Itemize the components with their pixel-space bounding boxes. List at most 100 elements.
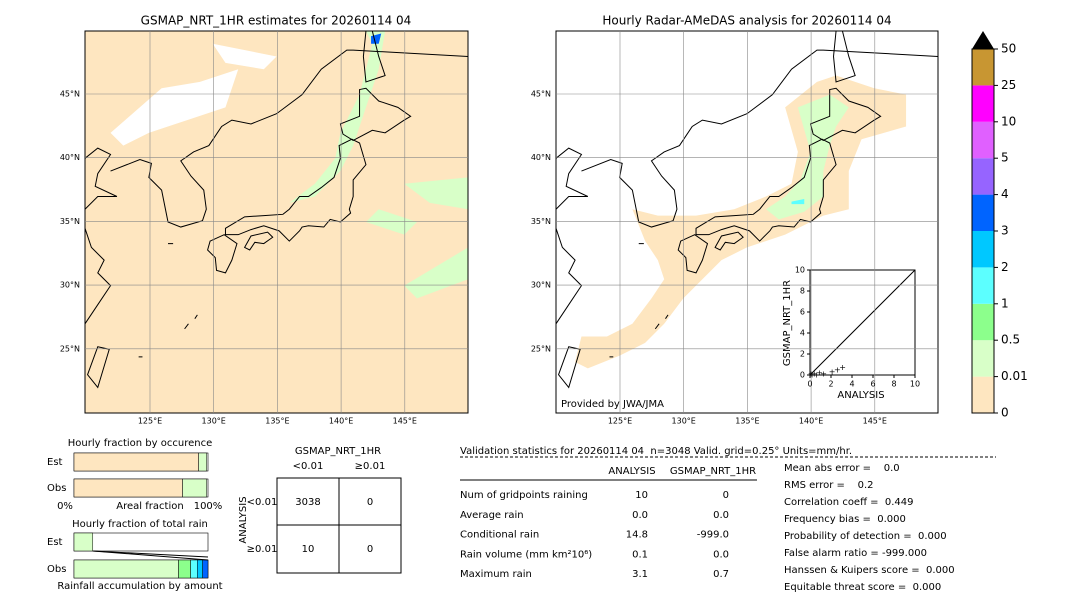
lon-label: 125°E — [608, 417, 632, 426]
y-tick-label: 2 — [800, 350, 805, 359]
lon-label: 140°E — [329, 417, 353, 426]
right-map — [556, 31, 938, 413]
stats-header: Validation statistics for 20260114 04 n=… — [460, 446, 852, 457]
y-tick-label: 0 — [800, 371, 805, 380]
score: Equitable threat score = 0.000 — [784, 582, 941, 593]
lon-label: 135°E — [735, 417, 759, 426]
x-tick-label: 2 — [828, 380, 833, 389]
x-tick-label: 4 — [849, 380, 854, 389]
stat-value: -999.0 — [697, 530, 729, 541]
bar-segment — [73, 559, 179, 579]
row-label: Est — [47, 537, 63, 548]
inset-ylabel: GSMAP_NRT_1HR — [782, 280, 793, 366]
y-tick-label: 10 — [795, 266, 805, 275]
y-tick-label: 8 — [800, 287, 805, 296]
map-title: Hourly Radar-AMeDAS analysis for 2026011… — [602, 14, 891, 28]
fraction-title: Hourly fraction by occurence — [68, 438, 212, 449]
colorbar-label: 1 — [1001, 296, 1009, 310]
cell: 0 — [367, 544, 373, 555]
bar-segment — [73, 478, 183, 498]
score: False alarm ratio = -999.000 — [784, 548, 927, 559]
colorbar-segment — [972, 376, 994, 413]
diagonal — [809, 269, 916, 376]
credit: Provided by JWA/JMA — [561, 399, 664, 410]
score: RMS error = 0.2 — [784, 480, 874, 491]
bar-segment — [73, 532, 94, 552]
scatter-point: + — [820, 369, 827, 378]
stat-label: Num of gridpoints raining — [460, 490, 588, 501]
scatter-point: + — [834, 365, 841, 374]
connector — [92, 550, 209, 558]
bar-segment — [178, 559, 191, 579]
row-label: Est — [47, 457, 63, 468]
colorbar-segment — [972, 340, 994, 377]
stat-value: 0.0 — [632, 510, 648, 521]
left-map-frame — [84, 30, 469, 414]
lat-label: 40°N — [60, 153, 80, 162]
lat-label: 30°N — [531, 281, 551, 290]
lon-label: 140°E — [799, 417, 823, 426]
scatter-point: + — [808, 369, 815, 378]
colorbar-segment — [972, 267, 994, 304]
colorbar-label: 3 — [1001, 224, 1009, 238]
right-map-frame — [555, 30, 939, 414]
scatter-point: + — [839, 363, 846, 372]
score: Correlation coeff = 0.449 — [784, 497, 914, 508]
stat-value: 14.8 — [626, 530, 648, 541]
stat-label: Average rain — [460, 510, 524, 521]
x-tick-label: 6 — [870, 380, 875, 389]
lat-label: 45°N — [60, 90, 80, 99]
col-label: ≥0.01 — [355, 461, 386, 472]
cell: 10 — [302, 544, 315, 555]
bar-segment — [73, 452, 199, 472]
inset-frame — [809, 269, 916, 376]
axis-label: Rainfall accumulation by amount — [57, 581, 222, 592]
scatter-point: + — [809, 371, 816, 380]
bar-segment — [197, 559, 203, 579]
colorbar-segment — [972, 158, 994, 195]
y-tick-label: 6 — [800, 308, 805, 317]
colorbar-label: 0.5 — [1001, 333, 1020, 347]
stat-value: 0.0 — [713, 549, 729, 560]
x-tick-label: 8 — [891, 380, 896, 389]
lat-label: 35°N — [60, 217, 80, 226]
colorbar-segment — [972, 194, 994, 231]
colorbar-segment — [972, 121, 994, 159]
lon-label: 130°E — [202, 417, 226, 426]
bar-segment — [190, 559, 198, 579]
scatter-point: + — [811, 369, 818, 378]
lat-label: 25°N — [60, 344, 80, 353]
score: Frequency bias = 0.000 — [784, 514, 906, 525]
inset-xlabel: ANALYSIS — [837, 390, 884, 401]
scatter-point: + — [816, 368, 823, 377]
bar-frame — [73, 532, 209, 552]
map-title: GSMAP_NRT_1HR estimates for 20260114 04 — [141, 14, 412, 28]
stat-label: Maximum rain — [460, 569, 532, 580]
left-map — [85, 31, 468, 413]
colorbar-label: 2 — [1001, 260, 1009, 274]
colorbar-segment — [972, 85, 994, 122]
inset-bg — [800, 265, 925, 395]
row-title: ANALYSIS — [238, 496, 249, 543]
lat-label: 30°N — [60, 281, 80, 290]
col-label: ANALYSIS — [608, 466, 655, 477]
bar-segment — [198, 452, 207, 472]
lat-label: 35°N — [531, 217, 551, 226]
cell: 3038 — [295, 497, 320, 508]
row-label: <0.01 — [247, 497, 278, 508]
colorbar-segment — [972, 303, 994, 341]
col-label: <0.01 — [293, 461, 324, 472]
colorbar-label: 0.01 — [1001, 369, 1028, 383]
score: Hanssen & Kuipers score = 0.000 — [784, 565, 955, 576]
colorbar-extend — [972, 31, 994, 49]
score: Probability of detection = 0.000 — [784, 531, 947, 542]
lon-label: 145°E — [393, 417, 417, 426]
stat-value: 0.1 — [632, 549, 648, 560]
stat-value: 3.1 — [632, 569, 648, 580]
lat-label: 45°N — [531, 90, 551, 99]
stat-value: 10 — [635, 490, 648, 501]
bar-segment — [182, 478, 207, 498]
x-tick-label: 0 — [807, 380, 812, 389]
colorbar-label: 50 — [1001, 42, 1016, 56]
